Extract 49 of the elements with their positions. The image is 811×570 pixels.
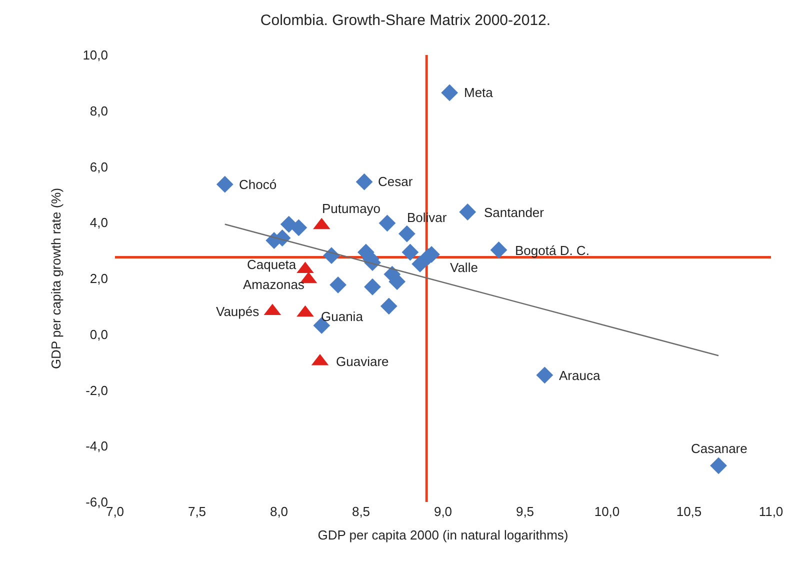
y-tick-label: -2,0 bbox=[86, 382, 108, 398]
point bbox=[441, 84, 458, 102]
x-tick-label: 9,0 bbox=[434, 504, 452, 519]
annotation: Meta bbox=[464, 85, 494, 100]
point bbox=[216, 176, 234, 193]
x-tick-label: 10,0 bbox=[594, 504, 620, 519]
point bbox=[290, 219, 308, 236]
annotation: Santander bbox=[484, 205, 545, 220]
annotation: Valle bbox=[450, 260, 478, 275]
y-tick-label: 6,0 bbox=[90, 159, 108, 174]
x-tick-label: 9,5 bbox=[516, 504, 534, 519]
point bbox=[459, 204, 476, 220]
y-tick-label: 8,0 bbox=[90, 103, 108, 118]
x-tick-label: 8,0 bbox=[270, 504, 288, 519]
point bbox=[490, 242, 508, 258]
point bbox=[710, 457, 727, 474]
annotation: Casanare bbox=[691, 441, 748, 456]
x-tick-label: 11,0 bbox=[758, 504, 784, 519]
y-tick-label: -4,0 bbox=[86, 438, 108, 454]
annotation: Amazonas bbox=[243, 277, 305, 292]
annotation: Arauca bbox=[559, 368, 601, 383]
y-tick-label: -6,0 bbox=[86, 494, 108, 510]
point bbox=[402, 244, 419, 261]
annotation: Bogotá D. C. bbox=[515, 243, 590, 258]
annotation: Putumayo bbox=[322, 201, 381, 216]
x-tick-label: 10,5 bbox=[676, 504, 702, 519]
y-tick-label: 10,0 bbox=[82, 48, 108, 63]
annotation: Chocó bbox=[239, 177, 277, 192]
annotation: Guania bbox=[321, 309, 364, 324]
chart-title: Colombia. Growth-Share Matrix 2000-2012. bbox=[260, 12, 551, 29]
x-tick-label: 8,5 bbox=[352, 504, 370, 519]
point bbox=[330, 276, 346, 294]
annotation: Vaupés bbox=[216, 304, 260, 319]
point bbox=[380, 298, 398, 315]
annotation: Caqueta bbox=[247, 257, 297, 272]
point bbox=[356, 173, 373, 190]
x-axis-title: GDP per capita 2000 (in natural logarithms) bbox=[318, 528, 568, 543]
point bbox=[364, 278, 381, 296]
point bbox=[378, 214, 396, 232]
y-axis-title: GDP per capita growth rate (%) bbox=[48, 188, 64, 370]
annotation: Guaviare bbox=[336, 354, 389, 369]
y-tick-label: 4,0 bbox=[90, 215, 108, 230]
point bbox=[536, 366, 554, 384]
annotation: Cesar bbox=[378, 174, 414, 189]
y-tick-label: 2,0 bbox=[90, 271, 108, 286]
point bbox=[398, 225, 416, 242]
point bbox=[412, 256, 428, 272]
x-tick-label: 7,5 bbox=[188, 504, 206, 519]
y-tick-label: 0,0 bbox=[90, 326, 108, 342]
